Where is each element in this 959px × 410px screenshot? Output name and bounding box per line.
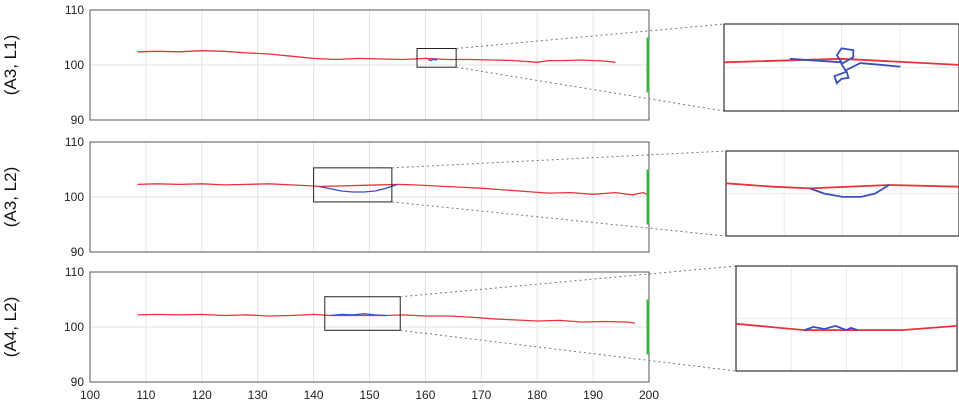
y-tick-label: 110: [65, 265, 84, 279]
trajectory-line-blue: [427, 58, 438, 62]
y-tick-label: 90: [71, 375, 85, 389]
x-tick-label: 110: [136, 388, 155, 402]
x-tick-label: 140: [304, 388, 324, 402]
trajectory-line-red: [137, 183, 650, 196]
inset-line-blue: [804, 324, 858, 332]
row-label: (A3, L1): [1, 35, 20, 95]
x-tick-label: 150: [359, 388, 379, 402]
y-tick-label: 110: [65, 3, 84, 17]
x-tick-label: 160: [415, 388, 435, 402]
row-label: (A3, L2): [1, 167, 20, 227]
x-tick-label: 120: [192, 388, 212, 402]
inset-box: [723, 23, 959, 112]
trajectory-line-red: [137, 313, 636, 324]
zoom-connector-bottom: [456, 66, 725, 112]
inset-box: [735, 265, 958, 372]
zoom-box: [416, 48, 457, 68]
inset-box: [725, 150, 959, 237]
y-tick-label: 100: [64, 190, 84, 204]
y-tick-label: 100: [64, 320, 84, 334]
zoom-inset-3: [735, 265, 958, 372]
x-tick-label: 170: [471, 388, 491, 402]
x-tick-label: 130: [248, 388, 268, 402]
inset-line-red: [723, 57, 959, 66]
zoom-connector-bottom: [391, 201, 727, 237]
inset-line-red: [735, 322, 958, 332]
inset-line-blue: [789, 47, 901, 85]
zoom-inset-1: [723, 23, 959, 112]
zoom-box: [313, 167, 393, 203]
panel-1: 90 100 110 (A3, L1): [1, 3, 725, 127]
y-tick-label: 100: [64, 58, 84, 72]
zoom-connector-top: [400, 265, 737, 298]
y-tick-label: 90: [71, 245, 85, 259]
x-tick-label: 100: [80, 388, 100, 402]
y-tick-label: 110: [65, 135, 84, 149]
row-label: (A4, L2): [1, 297, 20, 357]
zoom-connector-top: [456, 23, 725, 49]
zoom-connector-top: [391, 150, 727, 169]
trajectory-line-blue: [319, 183, 398, 193]
panel-2: 90 100 110 (A3, L2): [1, 135, 727, 259]
trajectory-line-red: [137, 50, 616, 63]
trajectory-line-blue: [330, 313, 387, 317]
zoom-box: [324, 296, 401, 331]
zoom-connector-bottom: [400, 329, 737, 372]
x-tick-label: 190: [583, 388, 603, 402]
x-tick-label: 180: [527, 388, 547, 402]
zoom-inset-2: [725, 150, 959, 237]
y-tick-label: 90: [71, 113, 85, 127]
inset-line-blue: [809, 184, 890, 198]
x-tick-label: 200: [639, 388, 659, 402]
